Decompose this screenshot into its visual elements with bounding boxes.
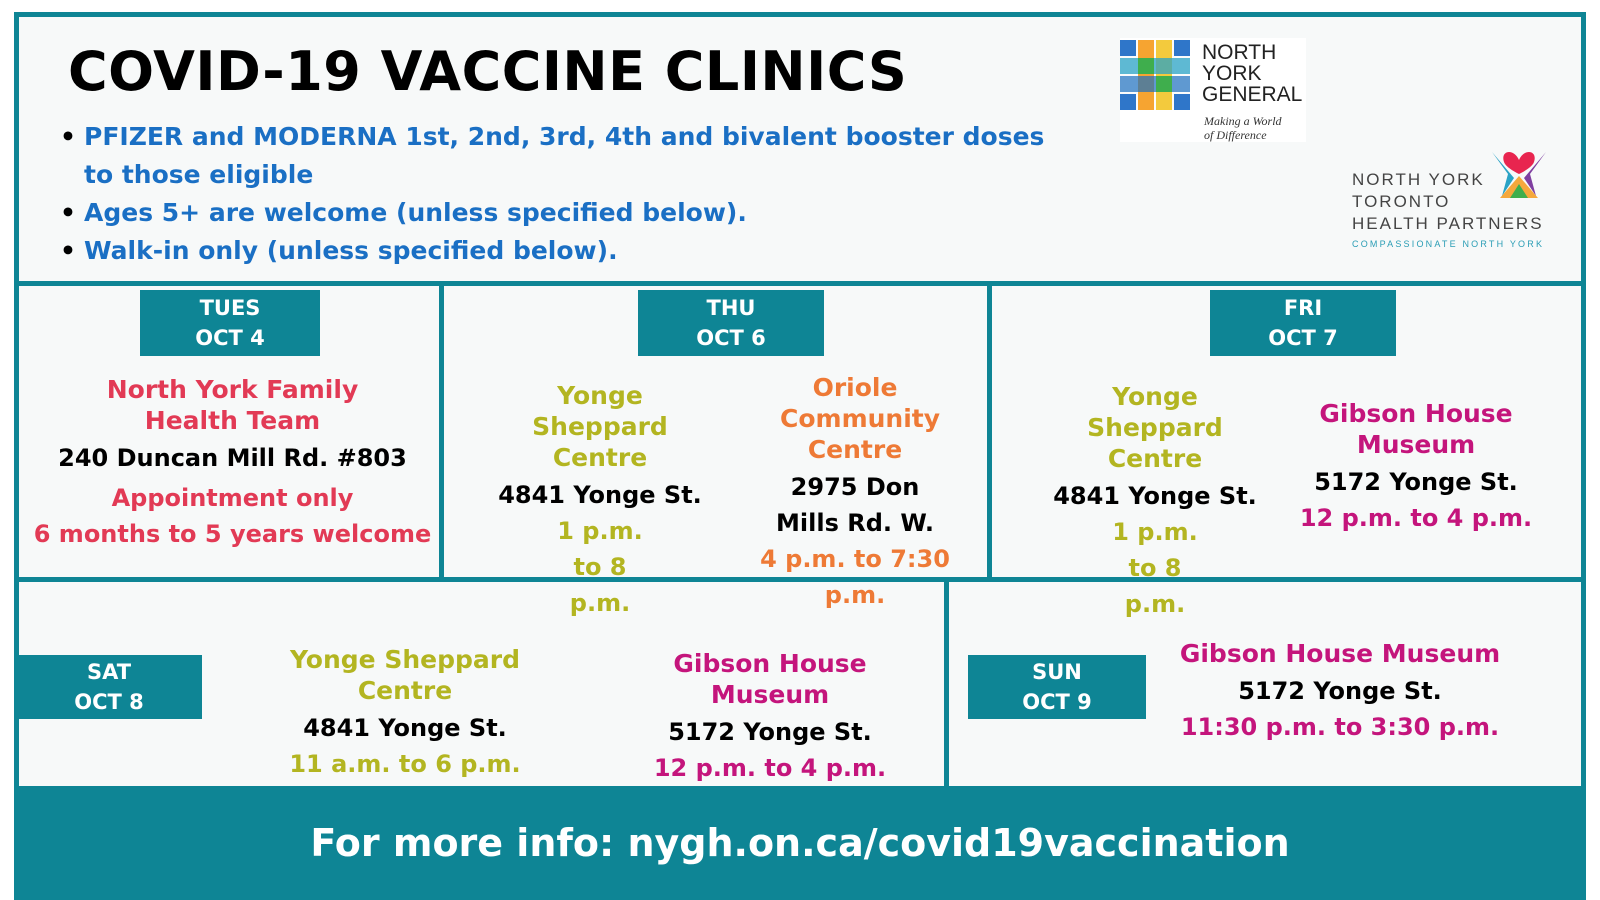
- footer-info: For more info: nygh.on.ca/covid19vaccina…: [14, 786, 1586, 900]
- clinic-hours: 12 p.m. to 4 p.m.: [653, 754, 887, 782]
- clinic-hours: 6 months to 5 years welcome: [33, 520, 432, 548]
- clinic-note: Appointment only: [111, 484, 354, 512]
- clinic-yonge-sheppard-thu: Yonge Sheppard Centre 4841 Yonge St. 1 p…: [480, 380, 720, 621]
- date-label: OCT 7: [1268, 326, 1338, 350]
- day-tag-sun: SUN OCT 9: [968, 655, 1146, 719]
- day-label: FRI: [1283, 296, 1323, 320]
- clinic-hours: 11 a.m. to 6 p.m.: [289, 750, 521, 778]
- divider-tue-thu: [439, 286, 444, 577]
- divider-top: [14, 281, 1586, 286]
- clinic-address: 240 Duncan Mill Rd. #803: [58, 444, 407, 472]
- divider-thu-fri: [987, 286, 992, 577]
- clinic-address: 4841 Yonge St.: [303, 714, 507, 742]
- heart-figures-icon: [1492, 151, 1546, 198]
- clinic-name: North York Family Health Team: [106, 375, 359, 435]
- date-label: OCT 6: [696, 326, 766, 350]
- day-label: SUN: [1032, 660, 1082, 684]
- info-bullets: PFIZER and MODERNA 1st, 2nd, 3rd, 4th an…: [60, 118, 1070, 270]
- nygh-logo-tagline: Making a World of Difference: [1204, 114, 1282, 142]
- clinic-name: Gibson House Museum: [1179, 639, 1501, 668]
- clinic-north-york-family: North York Family Health Team 240 Duncan…: [30, 374, 435, 552]
- day-label: SAT: [86, 660, 132, 684]
- clinic-address: 5172 Yonge St.: [1314, 468, 1518, 496]
- clinic-name: Oriole Community Centre: [780, 373, 941, 464]
- clinic-hours: 1 p.m. to 8 p.m.: [557, 517, 643, 617]
- day-tag-thu: THU OCT 6: [638, 290, 824, 356]
- clinic-hours: 12 p.m. to 4 p.m.: [1299, 504, 1533, 532]
- clinic-name: Yonge Sheppard Centre: [290, 645, 520, 705]
- nyt-logo-tagline: COMPASSIONATE NORTH YORK: [1352, 239, 1545, 249]
- date-label: OCT 9: [1022, 690, 1092, 714]
- clinic-name: Gibson House Museum: [1319, 399, 1513, 459]
- divider-sat-sun: [944, 582, 949, 786]
- clinic-hours: 11:30 p.m. to 3:30 p.m.: [1180, 713, 1500, 741]
- day-label: THU: [706, 296, 756, 320]
- bullet-walk-in: Walk-in only (unless specified below).: [60, 232, 1070, 270]
- bullet-doses: PFIZER and MODERNA 1st, 2nd, 3rd, 4th an…: [60, 118, 1070, 194]
- clinic-address: 2975 Don Mills Rd. W.: [776, 473, 934, 537]
- nygh-logo: NORTH YORK GENERAL Making a World of Dif…: [1120, 38, 1306, 142]
- nygh-plaid-icon: [1120, 40, 1190, 110]
- nygh-logo-name: NORTH YORK GENERAL: [1202, 41, 1303, 106]
- clinic-gibson-sat: Gibson House Museum 5172 Yonge St. 12 p.…: [610, 648, 930, 786]
- clinic-address: 5172 Yonge St.: [668, 718, 872, 746]
- clinic-name: Gibson House Museum: [673, 649, 867, 709]
- clinic-address: 4841 Yonge St.: [1053, 482, 1257, 510]
- clinic-gibson-fri: Gibson House Museum 5172 Yonge St. 12 p.…: [1296, 398, 1536, 536]
- clinic-name: Yonge Sheppard Centre: [532, 381, 668, 472]
- date-label: OCT 4: [195, 326, 265, 350]
- clinic-yonge-sheppard-fri: Yonge Sheppard Centre 4841 Yonge St. 1 p…: [1030, 381, 1280, 622]
- date-label: OCT 8: [74, 690, 144, 714]
- page-title: COVID-19 VACCINE CLINICS: [68, 40, 908, 103]
- nyt-logo-name: NORTH YORK TORONTO HEALTH PARTNERS: [1352, 170, 1544, 233]
- clinic-hours: 4 p.m. to 7:30 p.m.: [760, 545, 950, 609]
- clinic-yonge-sheppard-sat: Yonge Sheppard Centre 4841 Yonge St. 11 …: [240, 644, 570, 782]
- bullet-ages: Ages 5+ are welcome (unless specified be…: [60, 194, 1070, 232]
- clinic-gibson-sun: Gibson House Museum 5172 Yonge St. 11:30…: [1170, 638, 1510, 745]
- clinic-oriole-thu: Oriole Community Centre 2975 Don Mills R…: [730, 372, 980, 613]
- day-label: TUES: [199, 296, 261, 320]
- clinic-name: Yonge Sheppard Centre: [1087, 382, 1223, 473]
- divider-middle: [14, 577, 1586, 582]
- clinic-hours: 1 p.m. to 8 p.m.: [1112, 518, 1198, 618]
- day-tag-sat: SAT OCT 8: [16, 655, 202, 719]
- clinic-address: 4841 Yonge St.: [498, 481, 702, 509]
- clinic-address: 5172 Yonge St.: [1238, 677, 1442, 705]
- day-tag-tue: TUES OCT 4: [140, 290, 320, 356]
- day-tag-fri: FRI OCT 7: [1210, 290, 1396, 356]
- nyt-health-partners-logo: NORTH YORK TORONTO HEALTH PARTNERS COMPA…: [1346, 138, 1566, 254]
